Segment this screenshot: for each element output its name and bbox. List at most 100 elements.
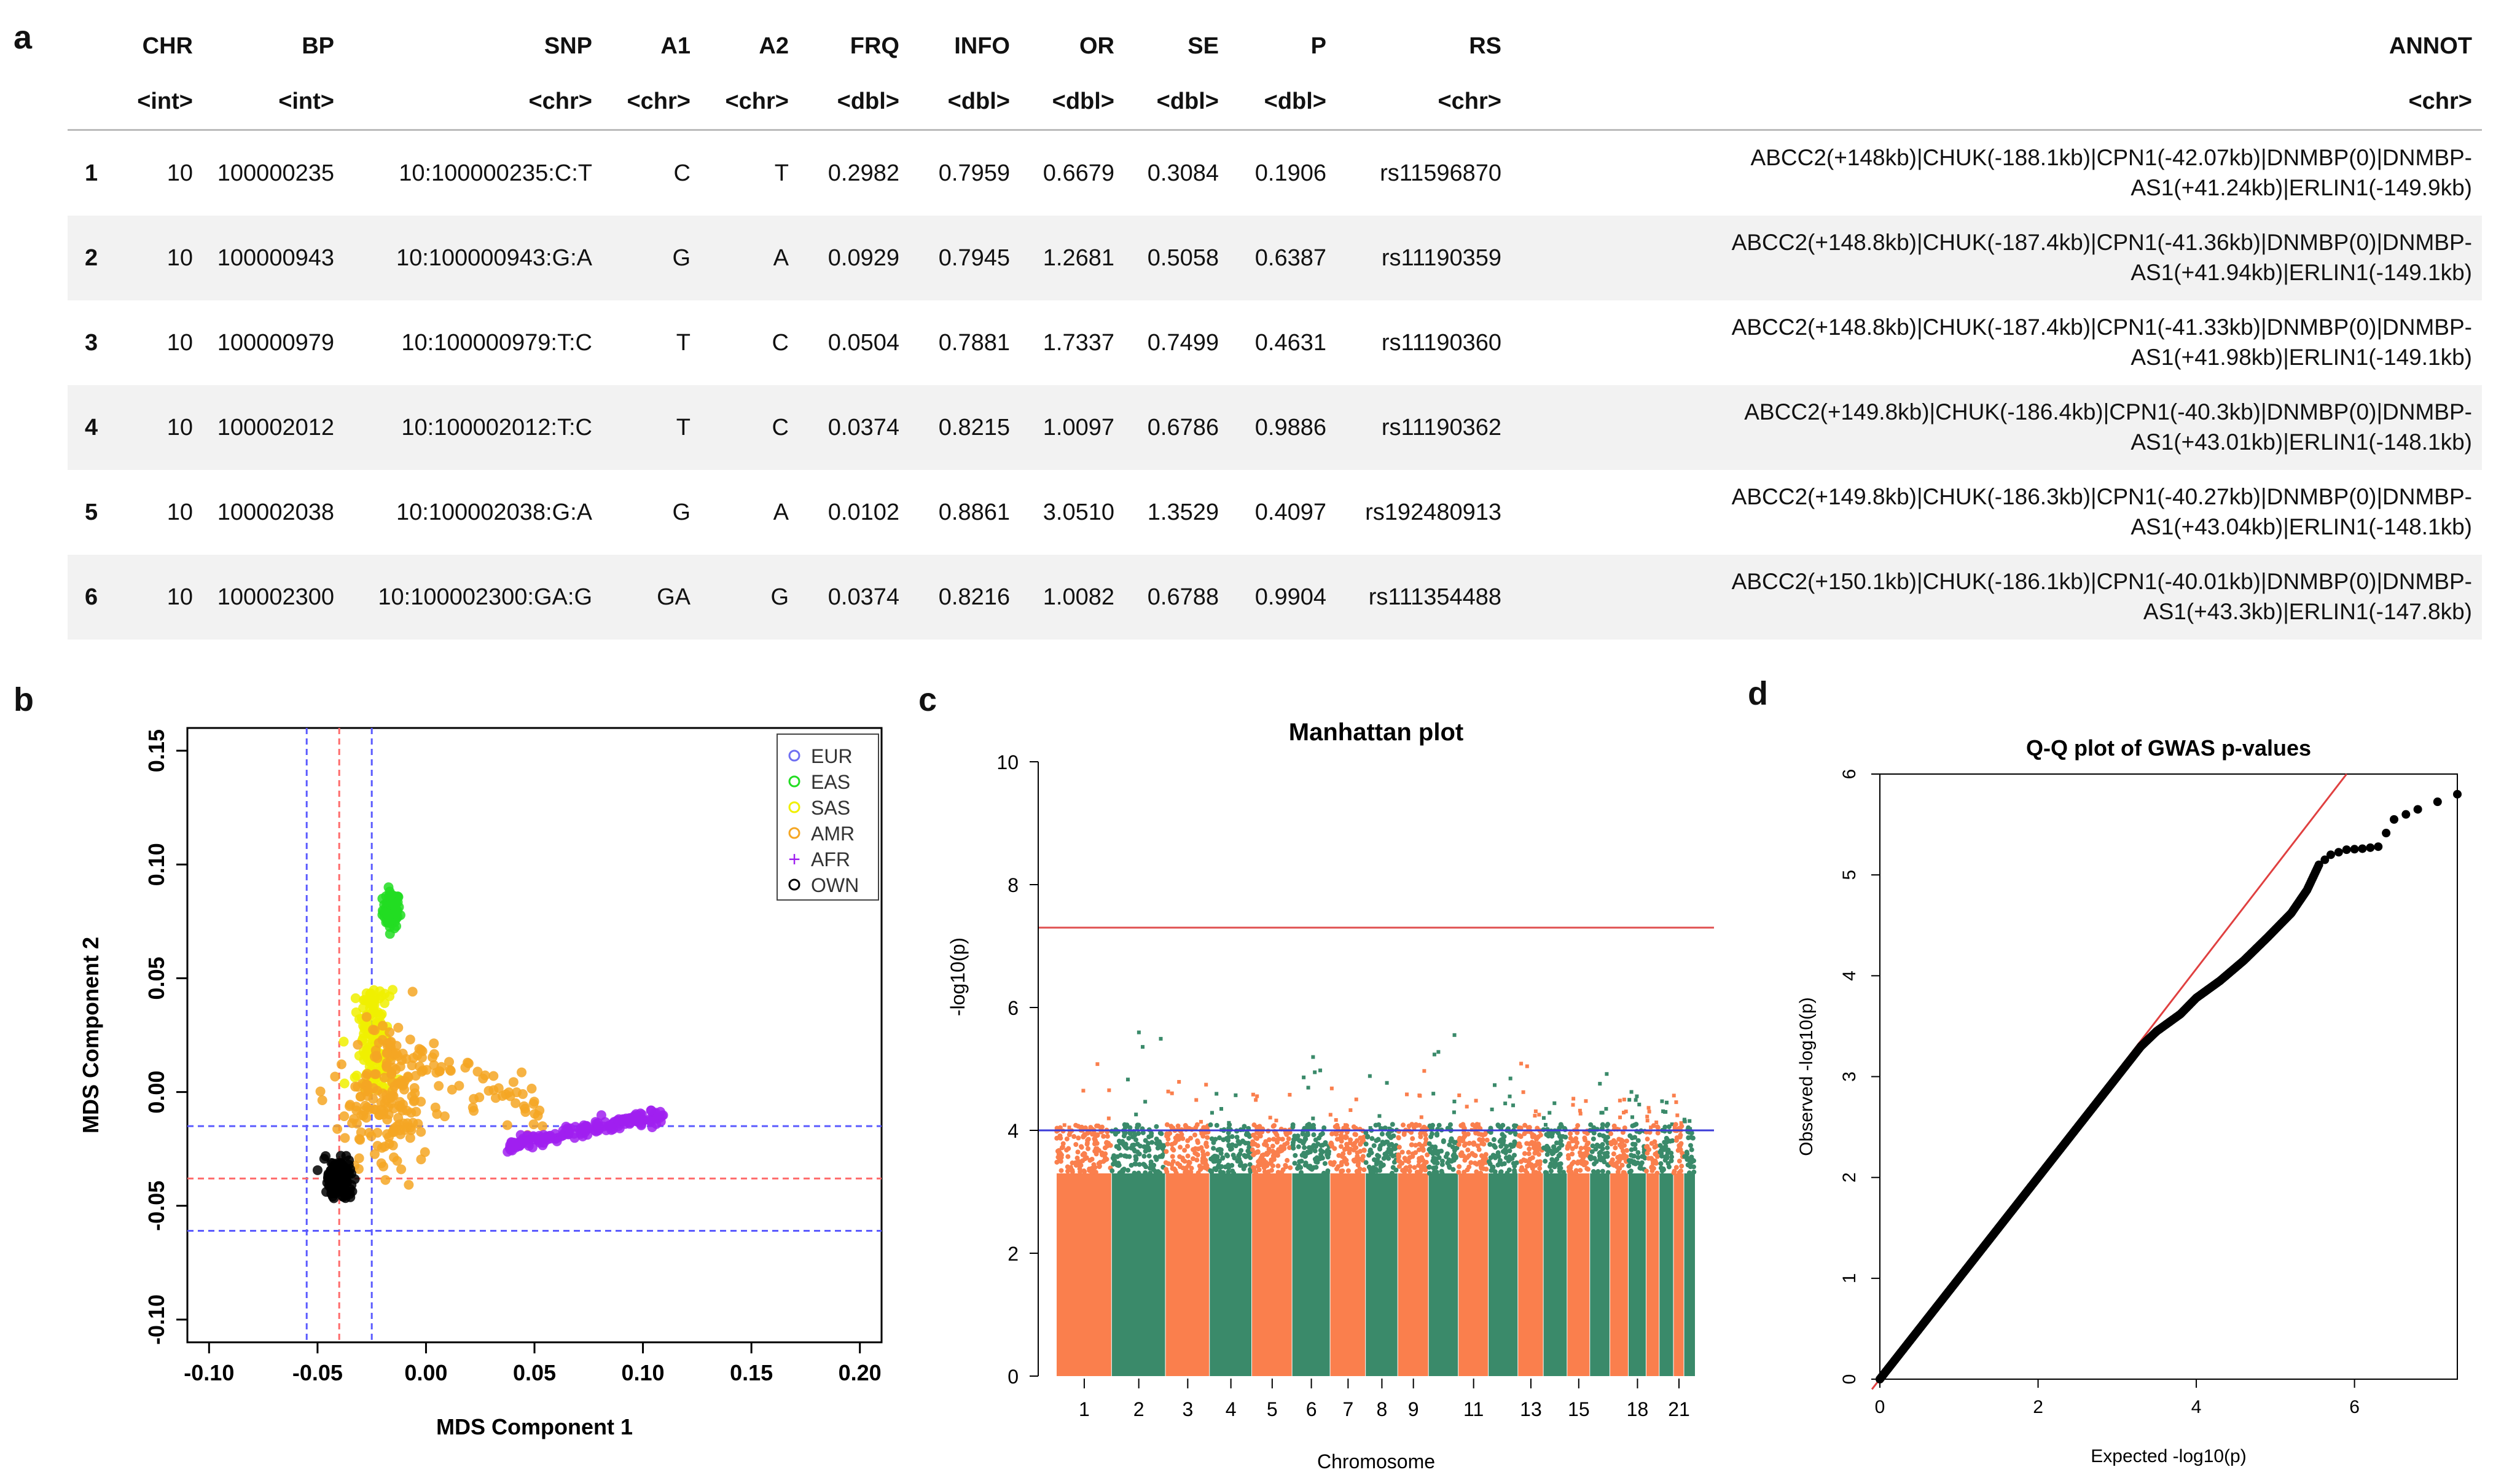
mds-point [593,1122,604,1132]
manhattan-point [1568,1165,1573,1171]
manhattan-point [1266,1146,1272,1152]
manhattan-bulk [1366,1173,1398,1376]
y-axis-label: Observed -log10(p) [1796,997,1817,1156]
chromosome-2 [1109,1030,1167,1376]
manhattan-point [1245,1140,1251,1146]
manhattan-point [1270,1163,1275,1168]
mds-point [511,1098,521,1108]
manhattan-point [1497,1157,1503,1163]
mds-point [368,1025,378,1035]
manhattan-point [1180,1136,1186,1141]
manhattan-point [1082,1125,1088,1130]
manhattan-point [1407,1168,1412,1174]
mds-point [356,1092,366,1102]
table-cell: 0.5058 [1147,245,1219,271]
manhattan-point [1492,1169,1498,1175]
qq-point [2413,805,2422,814]
manhattan-point [1229,1163,1235,1168]
x-tick-label: 0 [1875,1397,1885,1417]
manhattan-point [1478,1170,1484,1176]
manhattan-point [1200,1133,1206,1139]
chromosome-22 [1682,1117,1697,1376]
manhattan-bulk [1111,1173,1165,1376]
manhattan-point [1466,1164,1472,1170]
x-tick-label: 3 [1182,1398,1193,1420]
manhattan-point [1170,1146,1175,1152]
mds-point [381,1090,391,1100]
mds-point [370,1069,381,1079]
manhattan-point [1155,1145,1160,1151]
table-cell: 10:100002300:GA:G [378,584,592,610]
manhattan-point [1295,1165,1301,1171]
manhattan-point [1654,1143,1659,1149]
manhattan-point [1361,1148,1367,1153]
manhattan-point [1194,1151,1199,1157]
mds-point [388,1091,399,1101]
manhattan-point [1584,1141,1590,1147]
mds-point [361,988,372,998]
manhattan-point [1211,1140,1216,1145]
manhattan-point [1518,1125,1524,1131]
manhattan-point [1561,1170,1567,1175]
manhattan-point [1627,1098,1632,1102]
column-header: SE [1188,33,1219,59]
column-header: RS [1469,33,1501,59]
mds-point [417,1052,427,1063]
qq-point [2326,850,2335,859]
manhattan-point [1251,1092,1255,1097]
manhattan-point [1225,1135,1231,1141]
manhattan-point [1105,1133,1110,1139]
manhattan-point [1416,1147,1422,1152]
manhattan-point [1097,1164,1102,1169]
mds-point [320,1151,331,1161]
mds-point [384,916,394,926]
manhattan-point [1686,1135,1691,1141]
table-cell: G [770,584,789,610]
panel-label-a: a [14,19,33,56]
mds-point [517,1067,527,1078]
manhattan-point [1622,1170,1627,1176]
mds-point [336,1059,346,1070]
manhattan-point [1328,1141,1334,1147]
manhattan-point [1101,1133,1106,1139]
mds-point [393,1022,404,1033]
manhattan-bulk [1330,1173,1366,1376]
table-row: 6 10 100002300 10:100002300:GA:G GA G 0.0374 0.… [68,555,2482,640]
manhattan-point [1508,1094,1512,1098]
manhattan-point [1226,1169,1231,1175]
manhattan-point [1503,1101,1508,1106]
manhattan-point [1286,1136,1291,1141]
manhattan-point [1203,1157,1208,1163]
manhattan-point [1457,1093,1462,1097]
manhattan-point [1512,1123,1517,1129]
manhattan-point [1342,1147,1347,1152]
manhattan-point [1254,1098,1258,1102]
manhattan-point [1490,1107,1494,1111]
manhattan-point [1352,1132,1358,1137]
manhattan-point [1556,1145,1562,1151]
mds-point [312,1165,323,1175]
manhattan-bulk [1057,1173,1111,1376]
manhattan-point [1462,1127,1466,1132]
mds-point [375,986,385,996]
manhattan-point [1600,1125,1605,1129]
manhattan-point [1467,1140,1473,1146]
x-tick-label: 6 [2349,1397,2360,1417]
manhattan-point [1532,1151,1538,1156]
manhattan-point [1476,1147,1482,1152]
y-tick-label: 0.05 [144,957,169,1000]
manhattan-point [1630,1141,1636,1147]
manhattan-point [1208,1168,1213,1173]
manhattan-point [1199,1120,1203,1124]
manhattan-point [1243,1163,1248,1168]
manhattan-point [1691,1164,1696,1170]
table-cell: rs11190359 [1381,245,1501,271]
manhattan-point [1071,1134,1077,1140]
manhattan-point [1452,1140,1458,1145]
table-cell: 100000943 [217,245,334,271]
manhattan-point [1549,1157,1555,1162]
manhattan-point [1584,1166,1590,1172]
qq-points [1876,789,2462,1383]
table-cell: rs11596870 [1380,160,1501,186]
manhattan-point [1677,1143,1682,1148]
